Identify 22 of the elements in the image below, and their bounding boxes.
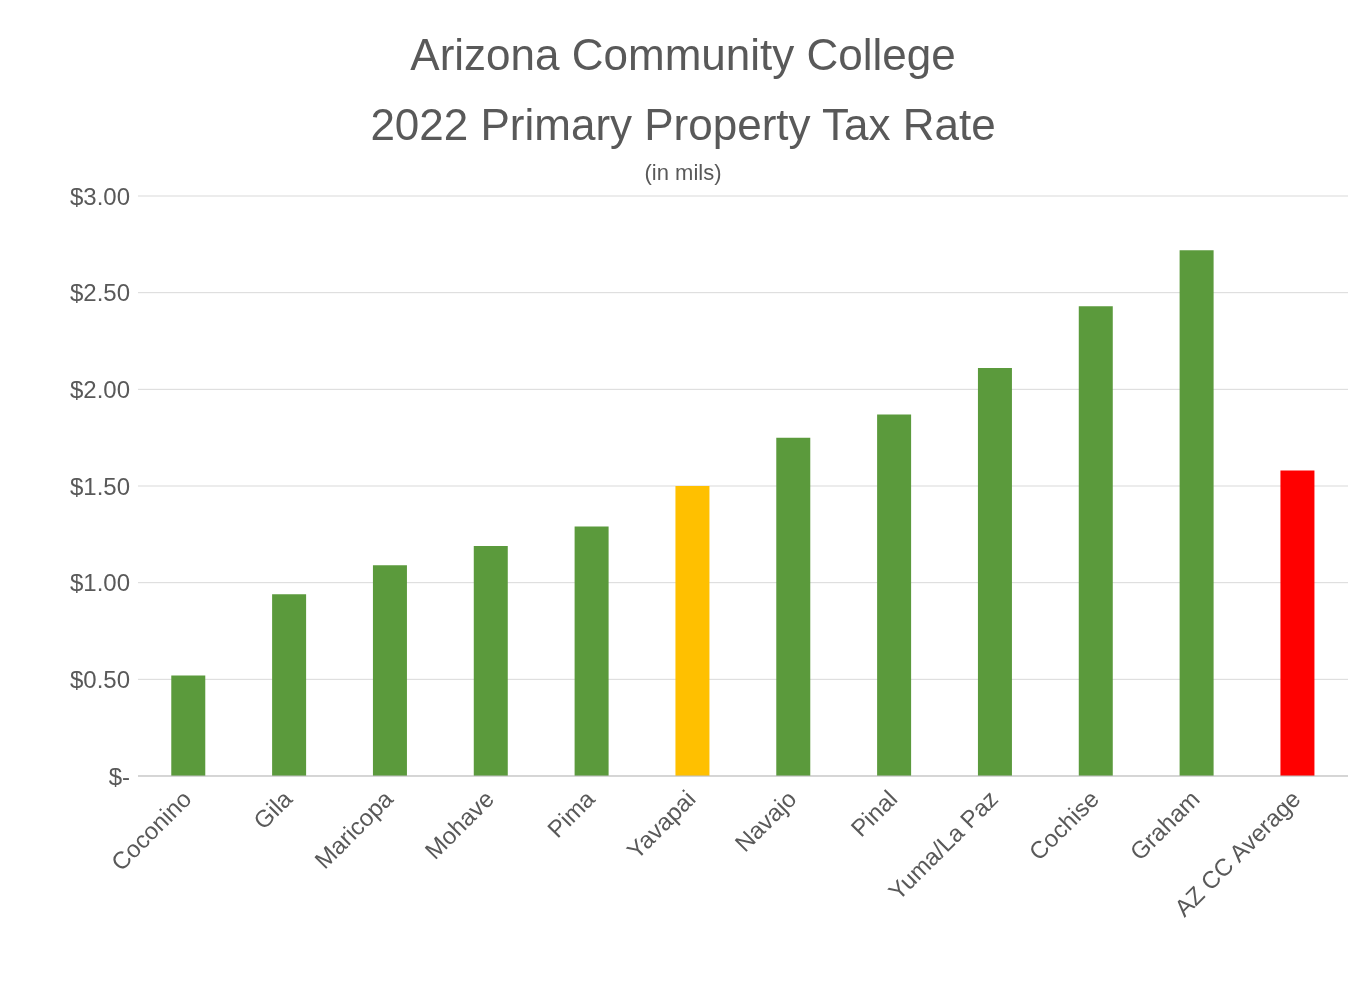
x-tick-label: Gila <box>247 784 298 835</box>
bar <box>372 565 407 776</box>
bar <box>473 545 508 776</box>
bar <box>776 437 811 776</box>
bar <box>1179 250 1214 776</box>
bar <box>675 486 710 776</box>
y-tick-label: $1.00 <box>69 569 130 597</box>
bar <box>1280 470 1315 776</box>
bar <box>1078 306 1113 776</box>
bar <box>171 675 206 776</box>
y-tick-label: $1.50 <box>69 472 130 500</box>
bar <box>272 594 307 776</box>
y-tick-label: $3.00 <box>69 182 130 210</box>
chart-title: Arizona Community College 2022 Primary Property Tax Rate <box>369 29 997 151</box>
bar <box>977 368 1012 776</box>
chart-subtitle: (in mils) <box>644 160 722 185</box>
y-tick-label: $2.50 <box>69 279 130 307</box>
bar <box>574 526 609 776</box>
y-tick-label: $0.50 <box>69 665 130 693</box>
y-tick-label: $- <box>108 762 130 790</box>
y-tick-label: $2.00 <box>69 375 130 403</box>
bar <box>877 414 912 776</box>
